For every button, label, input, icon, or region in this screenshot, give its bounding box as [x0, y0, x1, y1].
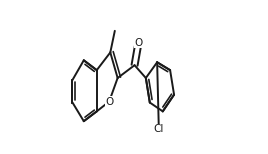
Text: O: O — [134, 38, 143, 48]
Text: O: O — [105, 97, 113, 107]
Text: Cl: Cl — [154, 124, 164, 134]
